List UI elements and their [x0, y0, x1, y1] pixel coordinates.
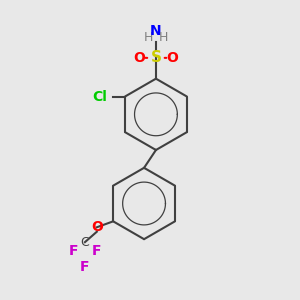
- Text: H: H: [144, 31, 153, 44]
- Text: O: O: [134, 51, 146, 65]
- Text: Cl: Cl: [92, 89, 107, 103]
- Text: F: F: [68, 244, 78, 258]
- Text: O: O: [91, 220, 103, 234]
- Text: N: N: [150, 24, 162, 38]
- Text: C: C: [81, 236, 89, 249]
- Text: H: H: [159, 31, 168, 44]
- Text: F: F: [92, 244, 102, 258]
- Text: S: S: [150, 50, 161, 65]
- Text: F: F: [80, 260, 90, 274]
- Text: O: O: [167, 51, 178, 65]
